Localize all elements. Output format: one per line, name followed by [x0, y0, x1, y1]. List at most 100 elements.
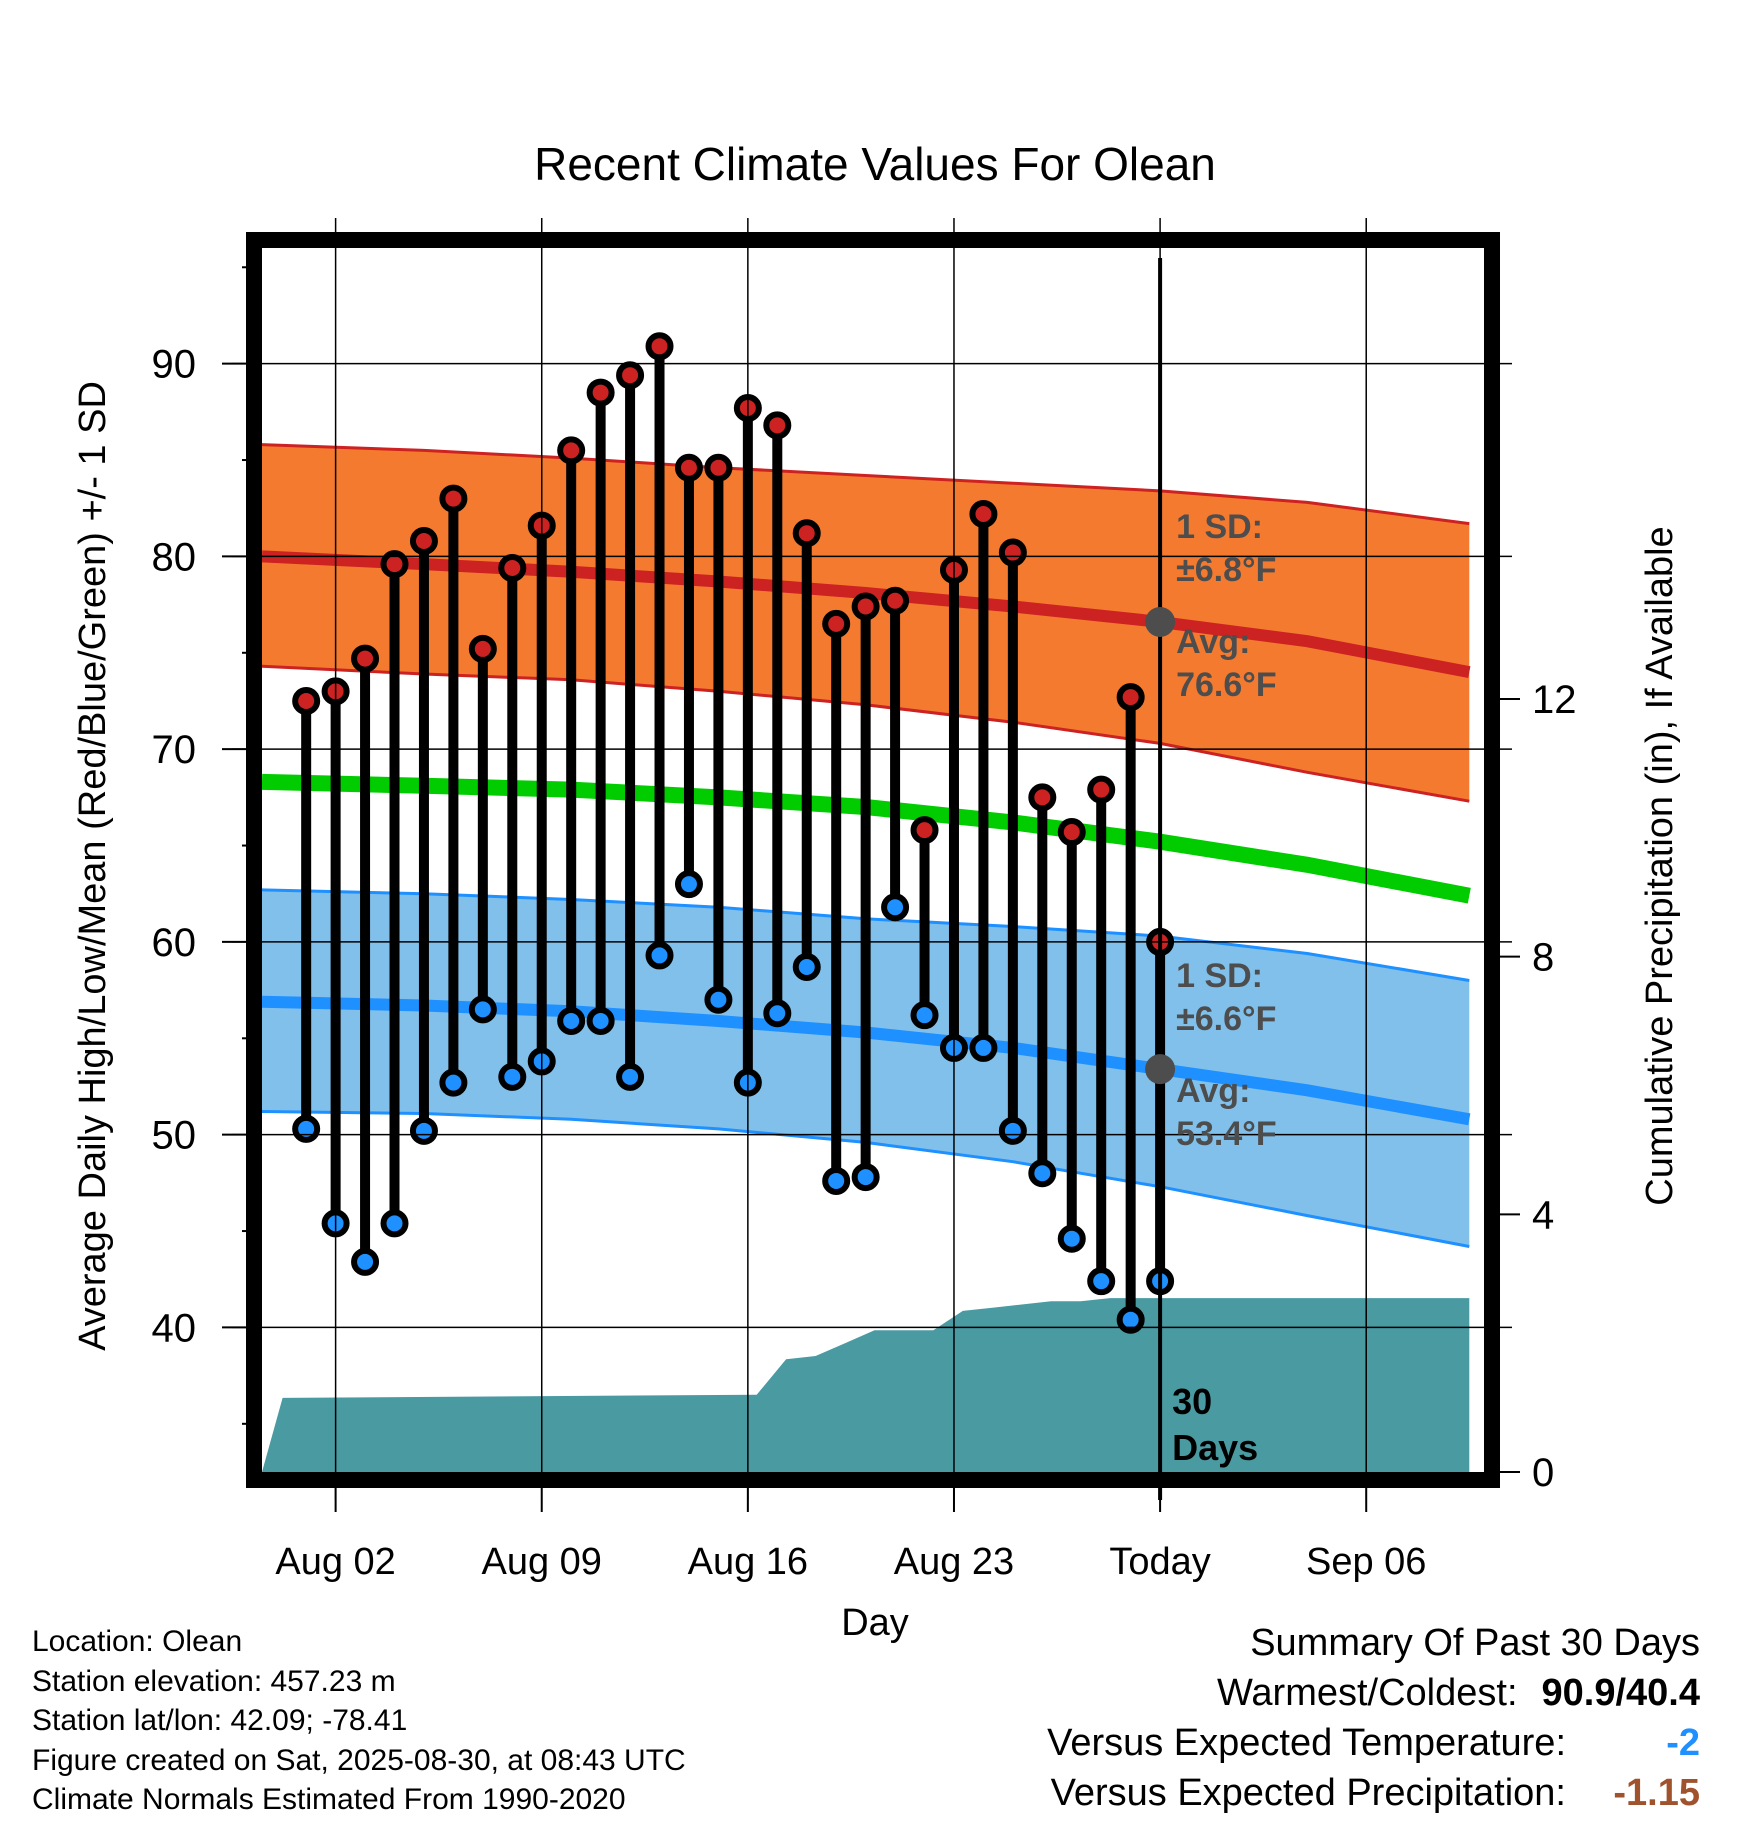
daily-high-point: [851, 592, 880, 621]
daily-low-point: [792, 952, 821, 981]
daily-high-point: [1057, 818, 1086, 847]
daily-low-point: [351, 1247, 380, 1276]
daily-low-point: [704, 985, 733, 1014]
daily-high-point: [557, 436, 586, 465]
daily-low-point: [557, 1006, 586, 1035]
daily-high-point: [380, 550, 409, 579]
y-tick-label: 90: [152, 343, 197, 387]
daily-high-point: [616, 361, 645, 390]
y-tick-label: 40: [152, 1306, 197, 1350]
daily-high-point: [1116, 683, 1145, 712]
latlon-text: Station lat/lon: 42.09; -78.41: [32, 1704, 408, 1737]
daily-high-point: [586, 378, 615, 407]
daily-high-point: [292, 686, 321, 715]
x-tick-label: Aug 02: [275, 1541, 395, 1583]
low-avg-value: 53.4°F: [1176, 1115, 1277, 1153]
daily-low-point: [910, 1001, 939, 1030]
x-tick-label: Today: [1109, 1541, 1210, 1583]
daily-low-point: [409, 1116, 438, 1145]
daily-high-point: [998, 538, 1027, 567]
daily-low-point: [822, 1166, 851, 1195]
daily-low-point: [380, 1209, 409, 1238]
y-tick-label: 60: [152, 921, 197, 965]
y-tick-label: 50: [152, 1114, 197, 1158]
low-sd-label: 1 SD:: [1176, 957, 1263, 995]
plot-clipped-group: [262, 332, 1471, 1472]
y-tick-label: 70: [152, 728, 197, 772]
days-label-word: Days: [1172, 1427, 1258, 1468]
chart-title: Recent Climate Values For Olean: [534, 138, 1216, 190]
cumulative-precip-area: [262, 1298, 1470, 1472]
temp-departure-label: Versus Expected Temperature:: [1047, 1722, 1566, 1764]
daily-low-point: [998, 1116, 1027, 1145]
daily-high-point: [881, 586, 910, 615]
daily-low-point: [1087, 1267, 1116, 1296]
daily-high-point: [645, 332, 674, 361]
location-text: Location: Olean: [32, 1625, 243, 1658]
daily-low-point: [616, 1062, 645, 1091]
daily-low-point: [645, 941, 674, 970]
daily-high-point: [498, 553, 527, 582]
precip-departure-value: -1.15: [1613, 1772, 1700, 1814]
high-avg-value: 76.6°F: [1176, 666, 1277, 704]
high-sd-value: ±6.8°F: [1176, 551, 1276, 589]
y2-axis-label: Cumulative Precipitation (in), If Availa…: [1639, 526, 1681, 1205]
daily-high-point: [351, 644, 380, 673]
x-axis-label: Day: [841, 1602, 909, 1644]
plot-frame: [246, 232, 1500, 1488]
daily-low-point: [763, 999, 792, 1028]
high-avg-label: Avg:: [1176, 623, 1250, 661]
y2-tick-label: 4: [1532, 1193, 1554, 1237]
y2-tick-label: 8: [1532, 936, 1554, 980]
daily-high-point: [468, 634, 497, 663]
daily-low-point: [1028, 1159, 1057, 1188]
daily-high-point: [969, 500, 998, 529]
daily-high-point: [1087, 775, 1116, 804]
plot-area: 1 SD: ±6.8°F Avg: 76.6°F 1 SD: ±6.6°F Avg: 53.4…: [152, 218, 1577, 1583]
summary-panel: Summary Of Past 30 Days Warmest/Coldest:…: [1047, 1618, 1700, 1818]
normals-text: Climate Normals Estimated From 1990-2020: [32, 1783, 626, 1816]
daily-low-point: [292, 1114, 321, 1143]
x-tick-label: Aug 16: [688, 1541, 808, 1583]
precip-departure-row: Versus Expected Precipitation: -1.15: [1047, 1768, 1700, 1818]
low-sd-value: ±6.6°F: [1176, 1000, 1276, 1038]
y-axis-label: Average Daily High/Low/Mean (Red/Blue/Gr…: [72, 381, 114, 1351]
warmest-coldest-value: 90.9/40.4: [1541, 1672, 1700, 1714]
x-tick-label: Aug 09: [482, 1541, 602, 1583]
daily-high-point: [822, 609, 851, 638]
summary-title: Summary Of Past 30 Days: [1250, 1622, 1700, 1664]
daily-low-point: [468, 995, 497, 1024]
today-low-avg-marker: [1145, 1054, 1176, 1085]
daily-high-point: [792, 519, 821, 548]
y2-tick-label: 12: [1532, 678, 1577, 722]
warmest-coldest-label: Warmest/Coldest:: [1216, 1672, 1518, 1714]
daily-high-point: [439, 484, 468, 513]
low-avg-label: Avg:: [1176, 1072, 1250, 1110]
y2-tick-label: 0: [1532, 1451, 1554, 1495]
temp-departure-row: Versus Expected Temperature: -2: [1047, 1718, 1700, 1768]
daily-low-point: [439, 1068, 468, 1097]
temp-departure-value: -2: [1666, 1722, 1700, 1764]
y-tick-label: 80: [152, 535, 197, 579]
days-label-number: 30: [1172, 1381, 1212, 1422]
daily-low-point: [881, 893, 910, 922]
today-high-avg-marker: [1145, 606, 1176, 637]
daily-low-point: [498, 1062, 527, 1091]
warmest-coldest-row: Warmest/Coldest: 90.9/40.4: [1047, 1668, 1700, 1718]
daily-low-point: [851, 1163, 880, 1192]
daily-high-point: [409, 526, 438, 555]
x-tick-label: Aug 23: [894, 1541, 1014, 1583]
x-tick-label: Sep 06: [1306, 1541, 1426, 1583]
daily-high-point: [674, 453, 703, 482]
station-info: Location: Olean Station elevation: 457.2…: [32, 1622, 686, 1820]
precip-departure-label: Versus Expected Precipitation:: [1050, 1772, 1566, 1814]
daily-low-point: [674, 870, 703, 899]
daily-high-point: [910, 816, 939, 845]
daily-high-point: [1028, 783, 1057, 812]
daily-low-point: [1116, 1305, 1145, 1334]
elevation-text: Station elevation: 457.23 m: [32, 1664, 396, 1698]
high-sd-upper-line: [262, 443, 1470, 526]
high-sd-label: 1 SD:: [1176, 508, 1263, 546]
daily-low-point: [586, 1006, 615, 1035]
